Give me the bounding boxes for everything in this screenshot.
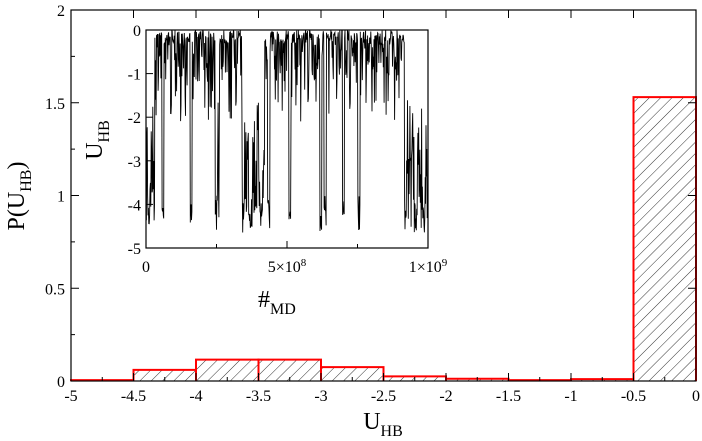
main-x-tick-label: -2.5 <box>371 388 396 405</box>
main-x-tick-label: -3.5 <box>246 388 271 405</box>
main-y-tick-label: 0 <box>57 374 65 391</box>
histogram-bar-fill <box>321 367 384 381</box>
main-y-axis-ticks: 0 0.5 1 1.5 2 <box>45 3 696 391</box>
main-x-tick-label: -2 <box>439 388 452 405</box>
inset-y-tick-label: -5 <box>128 241 141 258</box>
main-x-tick-label: -1.5 <box>496 388 521 405</box>
inset-y-axis-ticks: -5 -4 -3 -2 -1 0 <box>128 23 153 258</box>
main-x-tick-label: -3 <box>314 388 327 405</box>
main-x-axis-ticks: -5 -4.5 -4 -3.5 -3 -2.5 -2 -1.5 -1 -0.5 0 <box>64 10 700 405</box>
main-y-axis-label: P(UHB) <box>4 162 35 231</box>
inset-y-tick-label: 0 <box>133 23 141 40</box>
main-y-tick-label: 1.5 <box>45 96 65 113</box>
inset-y-tick-label: -1 <box>128 67 141 84</box>
inset-y-tick-label: -4 <box>128 197 141 214</box>
inset-x-tick-label: 5×108 <box>268 257 307 276</box>
main-y-tick-label: 0.5 <box>45 281 65 298</box>
main-y-tick-label: 2 <box>57 3 65 20</box>
main-x-tick-label: -1 <box>564 388 577 405</box>
inset-x-axis-label: #MD <box>258 287 296 318</box>
inset-x-tick-label: 0 <box>142 259 150 276</box>
main-x-tick-label: -5 <box>64 388 77 405</box>
main-x-tick-label: -4 <box>189 388 202 405</box>
main-x-tick-label: -0.5 <box>621 388 646 405</box>
main-x-axis-label: UHB <box>363 409 403 440</box>
main-x-tick-label: 0 <box>692 388 700 405</box>
inset-x-tick-label: 1×109 <box>409 257 448 276</box>
inset-energy-trace <box>145 29 429 233</box>
histogram-bar-fill <box>133 369 196 381</box>
main-y-tick-label: 1 <box>57 189 65 206</box>
inset-y-tick-label: -3 <box>128 154 141 171</box>
histogram-bar-fill <box>633 97 696 381</box>
main-x-tick-label: -4.5 <box>121 388 146 405</box>
histogram-bar-fill <box>196 359 259 381</box>
histogram-bar-fill <box>258 359 321 381</box>
inset-y-tick-label: -2 <box>128 110 141 127</box>
inset-x-axis-ticks: 0 5×108 1×109 <box>142 241 448 276</box>
inset-y-axis-label: UHB <box>82 120 113 160</box>
